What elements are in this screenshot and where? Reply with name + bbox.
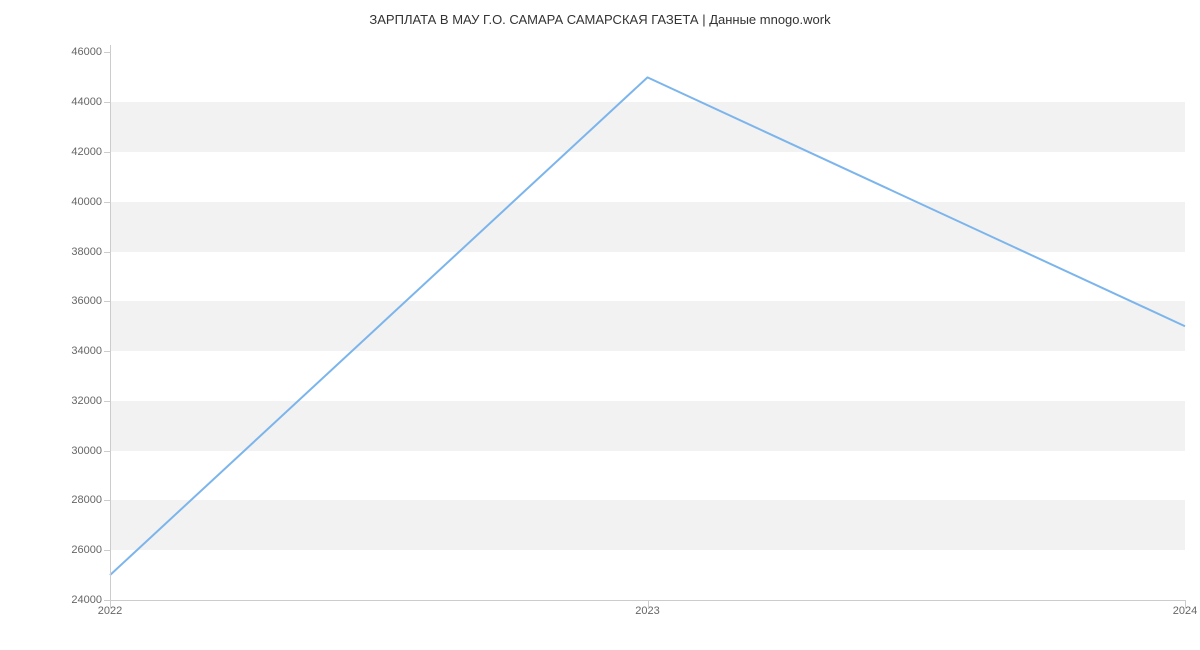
y-tick-mark <box>104 550 110 551</box>
y-tick-label: 44000 <box>42 96 102 108</box>
y-tick-label: 34000 <box>42 345 102 357</box>
line-series <box>110 45 1185 600</box>
y-tick-label: 28000 <box>42 494 102 506</box>
y-tick-label: 32000 <box>42 395 102 407</box>
salary-line <box>110 77 1185 575</box>
y-tick-label: 42000 <box>42 146 102 158</box>
y-tick-mark <box>104 152 110 153</box>
y-tick-mark <box>104 401 110 402</box>
y-tick-label: 36000 <box>42 295 102 307</box>
y-tick-mark <box>104 102 110 103</box>
y-tick-mark <box>104 500 110 501</box>
y-tick-mark <box>104 451 110 452</box>
x-tick-mark <box>1185 600 1186 608</box>
y-tick-label: 30000 <box>42 445 102 457</box>
y-tick-label: 26000 <box>42 544 102 556</box>
y-axis-line <box>110 45 111 600</box>
y-tick-label: 24000 <box>42 594 102 606</box>
y-tick-mark <box>104 301 110 302</box>
y-tick-mark <box>104 52 110 53</box>
y-tick-label: 46000 <box>42 46 102 58</box>
chart-title: ЗАРПЛАТА В МАУ Г.О. САМАРА САМАРСКАЯ ГАЗ… <box>0 12 1200 27</box>
x-tick-mark <box>110 600 111 608</box>
y-tick-mark <box>104 252 110 253</box>
y-tick-label: 38000 <box>42 246 102 258</box>
x-tick-mark <box>648 600 649 608</box>
y-tick-mark <box>104 351 110 352</box>
y-tick-label: 40000 <box>42 196 102 208</box>
y-tick-mark <box>104 202 110 203</box>
salary-line-chart: ЗАРПЛАТА В МАУ Г.О. САМАРА САМАРСКАЯ ГАЗ… <box>0 0 1200 650</box>
plot-area <box>110 45 1185 600</box>
